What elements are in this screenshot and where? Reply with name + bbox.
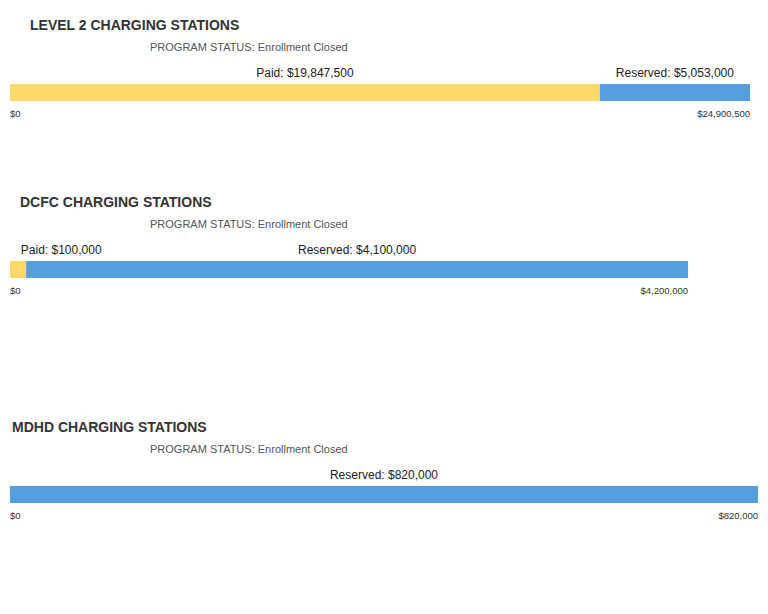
tick-label: $0 [10,108,21,119]
data-labels: Paid: $19,847,500 Reserved: $5,053,000 [256,66,734,80]
data-labels: Paid: $100,000 Reserved: $4,100,000 [21,243,417,257]
data-label: Reserved: $4,100,000 [298,243,416,257]
bar-group: PaidReserved [10,84,750,101]
chart-subtitle: PROGRAM STATUS: Enrollment Closed [150,218,348,230]
data-label: Paid: $100,000 [21,243,102,257]
bar-segment: Reserved [10,486,758,503]
data-label: Paid: $19,847,500 [256,66,354,80]
tick-label: $0 [10,285,21,296]
chart-subtitle: PROGRAM STATUS: Enrollment Closed [150,41,348,53]
data-labels: Reserved: $820,000 [330,468,438,482]
chart-title: MDHD CHARGING STATIONS [12,419,207,435]
chart-canvas: LEVEL 2 CHARGING STATIONS PROGRAM STATUS:… [0,0,768,614]
data-label: Reserved: $5,053,000 [616,66,734,80]
tick-label: $0 [10,510,21,521]
tick-label: $820,000 [718,510,758,521]
chart-panel: DCFC CHARGING STATIONS PROGRAM STATUS: En… [10,194,688,296]
chart-title: LEVEL 2 CHARGING STATIONS [30,17,239,33]
bar-segment: Paid [10,84,600,101]
chart-title: DCFC CHARGING STATIONS [20,194,212,210]
x-axis-ticks: $0 $4,200,000 [10,285,688,296]
tick-label: $24,900,500 [697,108,750,119]
chart-subtitle: PROGRAM STATUS: Enrollment Closed [150,443,348,455]
x-axis-ticks: $0 $24,900,500 [10,108,750,119]
x-axis-ticks: $0 $820,000 [10,510,758,521]
bar-segment: Reserved [26,261,688,278]
tick-label: $4,200,000 [640,285,688,296]
chart-panel: LEVEL 2 CHARGING STATIONS PROGRAM STATUS:… [10,17,750,119]
data-label: Reserved: $820,000 [330,468,438,482]
chart-panel: MDHD CHARGING STATIONS PROGRAM STATUS: En… [10,419,758,521]
bar-segment: Paid [10,261,26,278]
bar-segment: Reserved [600,84,750,101]
bar-group: PaidReserved [10,261,688,278]
bar-group: Reserved [10,486,758,503]
